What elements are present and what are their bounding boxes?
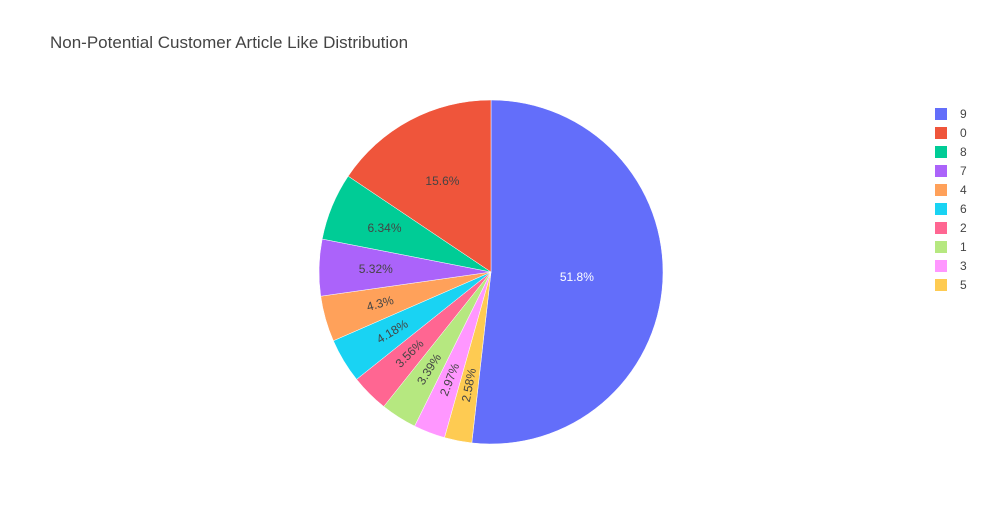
legend-label-2: 2 bbox=[960, 221, 967, 235]
slice-percent-label-0: 15.6% bbox=[425, 174, 459, 188]
legend-item-2[interactable]: 2 bbox=[935, 221, 967, 235]
legend-label-7: 7 bbox=[960, 164, 967, 178]
legend-item-6[interactable]: 6 bbox=[935, 202, 967, 216]
legend-swatch-8 bbox=[935, 146, 947, 158]
legend-item-1[interactable]: 1 bbox=[935, 240, 967, 254]
legend-item-4[interactable]: 4 bbox=[935, 183, 967, 197]
legend-swatch-4 bbox=[935, 184, 947, 196]
chart-title: Non-Potential Customer Article Like Dist… bbox=[50, 33, 409, 52]
legend-item-8[interactable]: 8 bbox=[935, 145, 967, 159]
legend-item-7[interactable]: 7 bbox=[935, 164, 967, 178]
legend-swatch-7 bbox=[935, 165, 947, 177]
legend-swatch-5 bbox=[935, 279, 947, 291]
pie-slice-9[interactable] bbox=[471, 99, 664, 445]
legend-item-0[interactable]: 0 bbox=[935, 126, 967, 140]
slice-percent-label-9: 51.8% bbox=[560, 270, 594, 284]
legend-swatch-9 bbox=[935, 108, 947, 120]
legend-item-9[interactable]: 9 bbox=[935, 107, 967, 121]
legend-label-1: 1 bbox=[960, 240, 967, 254]
legend-label-5: 5 bbox=[960, 278, 967, 292]
legend-label-4: 4 bbox=[960, 183, 967, 197]
legend-label-6: 6 bbox=[960, 202, 967, 216]
legend-label-8: 8 bbox=[960, 145, 967, 159]
legend-swatch-2 bbox=[935, 222, 947, 234]
legend-item-5[interactable]: 5 bbox=[935, 278, 967, 292]
slice-percent-label-7: 5.32% bbox=[359, 262, 393, 276]
slice-percent-label-8: 6.34% bbox=[367, 221, 401, 235]
legend-swatch-6 bbox=[935, 203, 947, 215]
pie-slices bbox=[318, 99, 664, 445]
legend-label-3: 3 bbox=[960, 259, 967, 273]
legend-label-0: 0 bbox=[960, 126, 967, 140]
pie-slice-0[interactable] bbox=[347, 99, 492, 273]
legend-item-3[interactable]: 3 bbox=[935, 259, 967, 273]
slice-percent-label-5: 2.58% bbox=[459, 367, 479, 403]
legend-swatch-0 bbox=[935, 127, 947, 139]
legend-swatch-3 bbox=[935, 260, 947, 272]
legend-swatch-1 bbox=[935, 241, 947, 253]
legend-label-9: 9 bbox=[960, 107, 967, 121]
legend: 9 0 8 7 4 6 2 1 3 5 bbox=[935, 107, 967, 292]
